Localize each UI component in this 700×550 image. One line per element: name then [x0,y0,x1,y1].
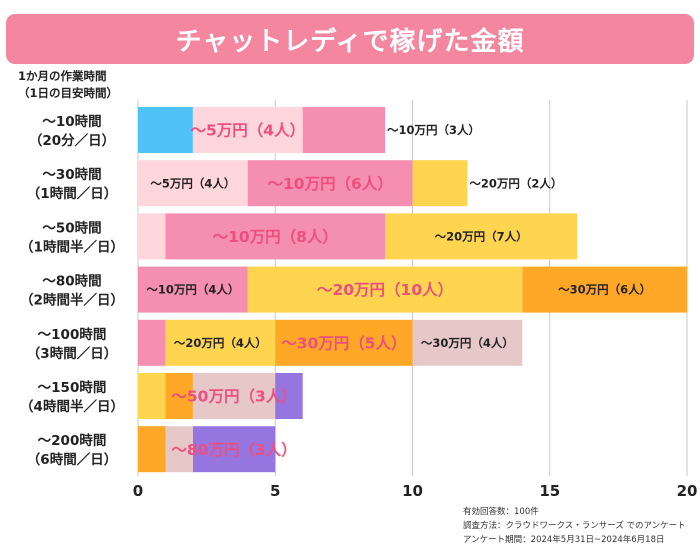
category-label: ～30時間 [42,166,101,183]
bar-segment [275,319,413,366]
bar-segment [138,107,193,153]
x-tick-label: 0 [133,482,143,500]
x-tick-label: 20 [677,482,698,500]
bar-segment [138,160,248,207]
category-label: ～80時間 [42,273,101,290]
category-label: ～200時間 [38,432,107,449]
bar-segment [138,319,166,366]
category-label: ～50時間 [42,219,101,236]
note-responses: 有効回答数：100件 [463,507,539,517]
data-label: ～30万円（6人） [558,283,651,297]
data-label: ～20万円（7人） [435,230,528,244]
bar-segment [165,373,193,419]
category-sublabel: （2時間半／日） [20,292,124,309]
bar-segment [192,373,276,419]
bar-segment [247,266,523,313]
category-sublabel: （1時間半／日） [20,238,124,255]
bar-segment [192,107,303,153]
bar-segment [165,213,386,260]
survey-notes: 有効回答数：100件 調査方法：クラウドワークス・ランサーズ でのアンケート ア… [463,505,686,547]
data-label: ～20万円（4人） [174,336,267,350]
x-tick-label: 10 [402,482,423,500]
note-period: アンケート期間：2024年5月31日~2024年6月18日 [463,535,665,545]
data-label: ～20万円（2人） [469,176,562,190]
bar-segment [138,266,248,313]
x-tick-label: 5 [270,482,280,500]
data-label: ～5万円（4人） [191,122,306,140]
bar-segment [412,160,468,207]
bar-segment [138,426,166,473]
bar-segment [412,319,523,366]
bar-segment [247,160,413,207]
category-label: ～10時間 [42,113,101,130]
data-label: ～80万円（3人） [171,441,296,459]
bar-segment [138,373,166,419]
bar-segment [165,426,193,473]
category-sublabel: （20分／日） [29,133,115,149]
bar-segment [275,373,303,419]
data-label: ～10万円（8人） [213,228,338,246]
data-label: ～50万円（3人） [171,388,296,406]
category-sublabel: （1時間／日） [27,185,117,202]
title-banner: チャットレディで稼げた金額 [6,14,694,64]
data-label: ～20万円（10人） [317,281,453,299]
bar-segment [138,213,166,260]
note-method: 調査方法：クラウドワークス・ランサーズ でのアンケート [463,521,686,531]
category-label: ～150時間 [38,379,107,396]
bar-segment [302,107,386,153]
data-label: ～5万円（4人） [150,176,235,190]
bar-segment [165,319,276,366]
x-tick-label: 15 [539,482,560,500]
category-sublabel: （6時間／日） [27,451,117,468]
data-label: ～10万円（4人） [146,283,239,297]
data-label: ～30万円（5人） [281,334,406,352]
chart-title: チャットレディで稼げた金額 [175,26,525,57]
y-axis-header: 1か月の作業時間 （1日の目安時間） [0,68,158,102]
category-sublabel: （3時間／日） [27,345,117,362]
data-label: ～30万円（4人） [421,336,514,350]
y-axis-header-line1: 1か月の作業時間 [18,69,107,83]
data-label: ～10万円（3人） [387,123,480,137]
category-label: ～100時間 [38,326,107,343]
bar-segment [385,213,578,260]
y-axis-header-line2: （1日の目安時間） [18,86,119,100]
bar-segment [522,266,687,313]
bar-segment [192,426,276,473]
data-label: ～10万円（6人） [267,175,392,193]
category-sublabel: （4時間半／日） [20,398,124,415]
